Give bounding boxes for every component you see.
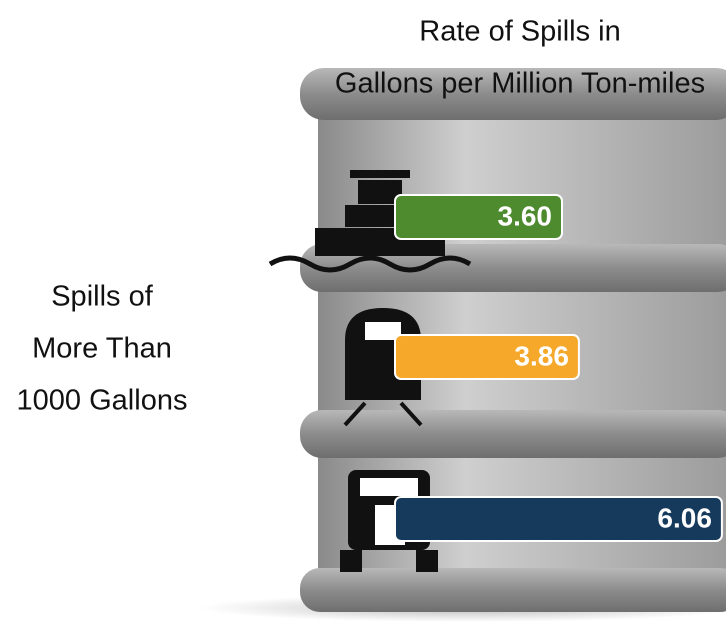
- side-label: More Than: [32, 333, 172, 365]
- value-label: 6.06: [657, 502, 712, 533]
- bar: [394, 194, 563, 240]
- bar: [394, 334, 580, 380]
- value-label: 3.60: [498, 200, 553, 231]
- bar: [394, 496, 723, 542]
- barge-icon: [268, 170, 472, 273]
- bars: [394, 194, 723, 542]
- chart-title: Gallons per Million Ton-miles: [335, 68, 705, 100]
- chart-title: Rate of Spills in: [419, 16, 621, 48]
- side-label: Spills of: [51, 281, 153, 313]
- value-label: 3.86: [514, 340, 569, 371]
- side-label: 1000 Gallons: [17, 385, 188, 417]
- labels: 3.60 3.86 6.06: [498, 200, 712, 533]
